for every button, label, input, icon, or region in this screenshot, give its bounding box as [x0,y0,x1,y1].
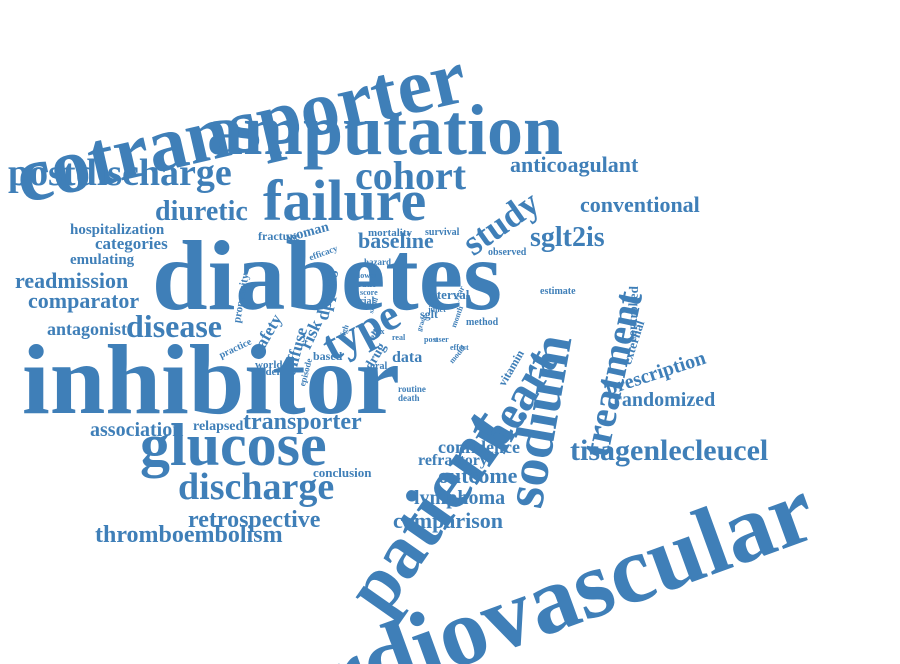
word-anticoagulant: anticoagulant [510,152,639,177]
word-routine: routine [398,384,426,394]
word-method: method [466,317,499,328]
word-post: post [424,335,439,344]
word-conclusion: conclusion [313,465,372,480]
word-oral: oral [370,361,388,372]
word-juliet: juliet [428,305,446,314]
word-fracture: fracture [258,229,300,243]
word-transporter: transporter [243,409,362,435]
word-real: real [392,333,406,342]
word-death: death [398,393,420,403]
word-failure: failure [263,168,427,233]
word-outcome: outcome [438,463,518,488]
word-baseline: baseline [358,228,434,253]
word-hospitalization: hospitalization [70,222,165,238]
word-retrospective: retrospective [188,507,321,533]
word-observed: observed [488,247,527,258]
word-user: user [434,335,449,344]
word-diuretic: diuretic [155,196,248,227]
word-based: based [313,349,343,363]
word-association: association [90,419,184,441]
word-amputation: amputation [207,90,564,170]
word-postdischarge: postdischarge [8,152,232,194]
word-glucose: glucose [140,412,327,478]
word-data: data [392,349,423,366]
word-cox: cox [373,327,385,336]
word-survival: survival [425,227,460,238]
word-refractory: refractory [418,452,488,469]
word-trial: trial [356,296,375,307]
word-world: world [255,359,283,371]
word-evidence: evidence [252,366,293,378]
word-interval: interval [426,287,470,302]
word-diabetes: diabetes [152,220,502,331]
word-sglt: sglt [420,307,438,321]
word-comparison: comparison [393,508,503,533]
word-thromboembolism: thromboembolism [95,522,283,548]
word-ratio: ratio [358,279,377,289]
word-comparator: comparator [28,288,140,313]
word-discharge: discharge [178,466,335,508]
word-hazard: hazard [364,257,391,267]
word-inhibitor: inhibitor [22,324,400,435]
word-conventional: conventional [580,192,700,217]
word-tisagenlecleucel: tisagenlecleucel [570,434,769,467]
word-categories: categories [95,234,168,253]
word-antagonist: antagonist [47,319,128,339]
word-confidence: confidence [438,437,520,457]
word-disease: disease [126,308,222,344]
word-lymphoma: lymphoma [414,487,506,509]
word-mortality: mortality [368,227,412,239]
word-relapsed: relapsed [193,419,244,434]
word-readmission: readmission [15,268,129,293]
word-effect: effect [450,343,469,352]
word-cohort: cohort [355,153,467,198]
word-emulating: emulating [70,252,135,268]
word-lower: lower [358,271,378,280]
word-randomized: randomized [613,389,716,411]
word-estimate: estimate [540,286,576,297]
word-score: score [360,288,378,297]
word-sglt2is: sglt2is [530,222,605,253]
